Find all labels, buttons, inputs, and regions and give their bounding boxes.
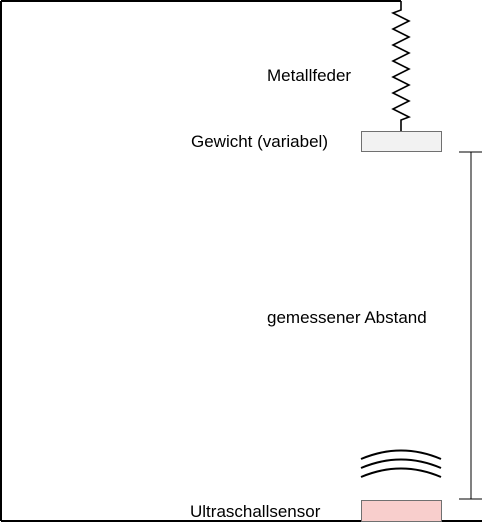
sensor-box (361, 500, 442, 522)
ultrasound-wave-3 (360, 467, 442, 478)
spring-label: Metallfeder (267, 66, 352, 85)
ultrasound-wave-1 (360, 449, 442, 460)
spring-coil (391, 1, 411, 131)
sensor-label: Ultraschallsensor (190, 502, 321, 521)
ultrasound-wave-2 (360, 458, 442, 469)
distance-label: gemessener Abstand (267, 308, 427, 327)
weight-label: Gewicht (variabel) (191, 132, 328, 151)
weight-box (361, 131, 442, 152)
